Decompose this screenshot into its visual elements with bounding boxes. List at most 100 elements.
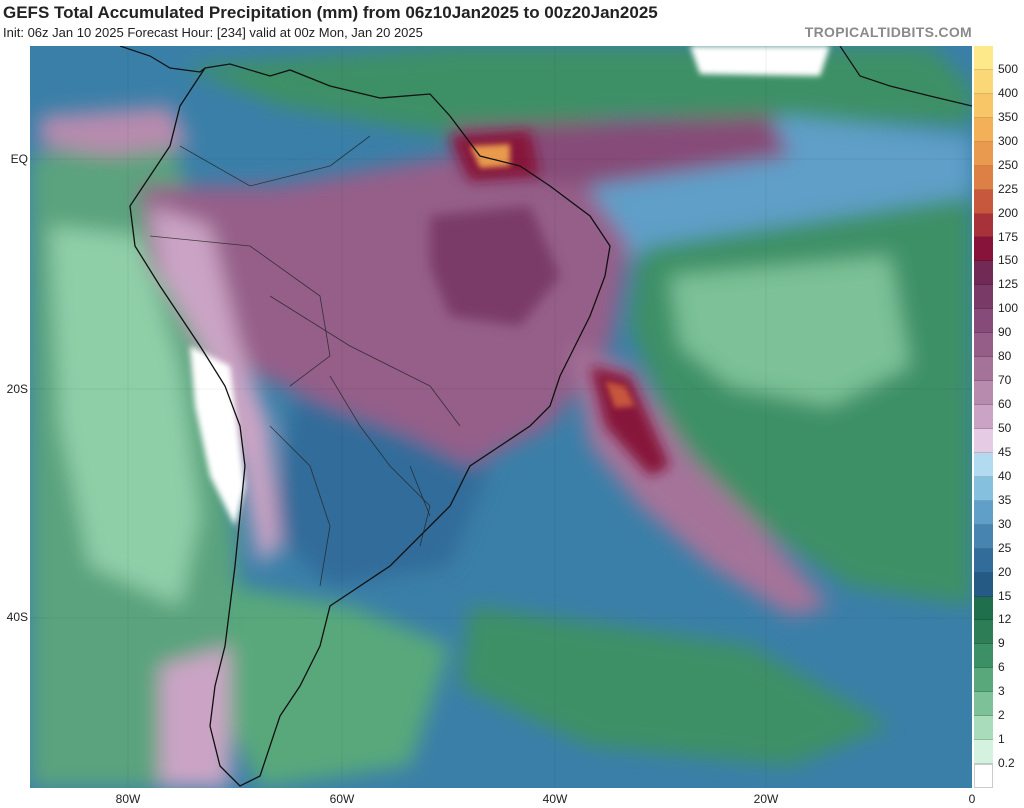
south-atlantic-green — [460, 606, 890, 766]
lon-label-80w: 80W — [115, 792, 141, 806]
colorbar-level: 200 — [974, 189, 1022, 220]
colorbar-label: 9 — [998, 636, 1005, 651]
colorbar-label: 100 — [998, 301, 1019, 316]
colorbar-swatch — [974, 46, 993, 70]
colorbar-label: 400 — [998, 85, 1019, 100]
colorbar-swatch — [974, 165, 993, 190]
colorbar-swatch — [974, 93, 993, 118]
colorbar-level: 45 — [974, 428, 1022, 459]
chile-dry-zone — [190, 346, 245, 526]
colorbar-label: 1 — [998, 732, 1005, 747]
north-dry-patch — [690, 46, 830, 76]
patagonia-pink — [160, 646, 230, 788]
colorbar-label: 40 — [998, 468, 1012, 483]
colorbar-level: 6 — [974, 644, 1022, 674]
colorbar-level: 500 — [974, 46, 1022, 76]
colorbar-label: 2 — [998, 708, 1005, 723]
colorbar-level: 40 — [974, 452, 1022, 483]
colorbar-label: 12 — [998, 612, 1012, 627]
source-watermark: TROPICALTIDBITS.COM — [804, 24, 972, 40]
colorbar-level: 150 — [974, 237, 1022, 267]
lat-label-40s: 40S — [6, 610, 28, 624]
colorbar-level: 30 — [974, 500, 1022, 531]
colorbar-level: 0.2 — [974, 740, 1022, 770]
colorbar-level: 90 — [974, 309, 1022, 339]
colorbar-level: 80 — [974, 333, 1022, 363]
colorbar-swatch — [974, 740, 993, 765]
colorbar-level: 3 — [974, 668, 1022, 698]
colorbar-swatch — [974, 692, 993, 717]
colorbar-label: 90 — [998, 325, 1012, 340]
colorbar-swatch — [974, 309, 993, 334]
atlantic-light-zone — [670, 256, 910, 406]
colorbar-swatch — [974, 452, 993, 477]
central-america-coastline — [119, 46, 206, 73]
colorbar-swatch — [974, 381, 993, 406]
lat-label-20s: 20S — [6, 382, 28, 396]
lon-label-0: 0 — [968, 792, 976, 806]
colorbar-label: 500 — [998, 61, 1019, 76]
colorbar-label: 35 — [998, 492, 1012, 507]
lon-label-20w: 20W — [753, 792, 779, 806]
colorbar-label: 6 — [998, 660, 1005, 675]
country-borders — [149, 135, 461, 587]
colorbar-swatch — [974, 476, 993, 501]
colorbar-level: 20 — [974, 548, 1022, 579]
colorbar-swatch — [974, 141, 993, 166]
colorbar-swatch — [974, 764, 993, 788]
colorbar-swatch — [974, 716, 993, 741]
colorbar-swatch — [974, 261, 993, 286]
forecast-info: Init: 06z Jan 10 2025 Forecast Hour: [23… — [3, 25, 423, 40]
colorbar-swatch — [974, 333, 993, 358]
colorbar-label: 70 — [998, 373, 1012, 388]
colorbar-level: 350 — [974, 93, 1022, 124]
colorbar-level: 15 — [974, 572, 1022, 603]
graticule — [30, 46, 972, 788]
colorbar-label: 3 — [998, 684, 1005, 699]
colorbar-label: 0.2 — [998, 756, 1015, 771]
colorbar-label: 20 — [998, 564, 1012, 579]
colorbar-label: 300 — [998, 133, 1019, 148]
sacz-peak — [605, 381, 635, 408]
colorbar-label: 50 — [998, 420, 1012, 435]
colorbar-label: 350 — [998, 109, 1019, 124]
colorbar-swatch — [974, 285, 993, 310]
colorbar-level: 250 — [974, 141, 1022, 172]
mouth-peak — [470, 144, 510, 168]
colorbar-label: 125 — [998, 277, 1019, 292]
south-america-coastline — [129, 63, 611, 787]
colorbar-label: 150 — [998, 253, 1019, 268]
colorbar-swatch — [974, 213, 993, 238]
colorbar-swatch — [974, 620, 993, 645]
colorbar-label: 175 — [998, 229, 1019, 244]
colorbar-label: 80 — [998, 349, 1012, 364]
precipitation-colorbar: 500 400 350 300 250 225 200 175 150 125 100 90 80 70 6… — [974, 46, 1022, 788]
colorbar-level: 400 — [974, 69, 1022, 100]
colorbar-label: 15 — [998, 588, 1012, 603]
colorbar-level: 225 — [974, 165, 1022, 196]
colorbar-level: 1 — [974, 716, 1022, 746]
colorbar-label: 30 — [998, 516, 1012, 531]
colorbar-swatch — [974, 668, 993, 693]
colorbar-swatch — [974, 524, 993, 549]
colorbar-swatch — [974, 500, 993, 525]
colorbar-level: 125 — [974, 261, 1022, 291]
colorbar-level: 9 — [974, 620, 1022, 650]
colorbar-level — [974, 764, 1022, 788]
colorbar-label: 200 — [998, 205, 1019, 220]
patagonia-green — [230, 586, 450, 788]
lon-label-40w: 40W — [542, 792, 568, 806]
lon-label-60w: 60W — [329, 792, 355, 806]
colorbar-label: 225 — [998, 181, 1019, 196]
africa-coastline — [839, 46, 972, 107]
colorbar-label: 60 — [998, 397, 1012, 412]
itcz-rain-band — [40, 106, 190, 156]
colorbar-level: 300 — [974, 117, 1022, 148]
colorbar-label: 25 — [998, 540, 1012, 555]
colorbar-swatch — [974, 572, 993, 597]
precipitation-map — [30, 46, 972, 788]
colorbar-label: 250 — [998, 157, 1019, 172]
colorbar-level: 70 — [974, 357, 1022, 387]
colorbar-level: 100 — [974, 285, 1022, 315]
colorbar-swatch — [974, 189, 993, 214]
